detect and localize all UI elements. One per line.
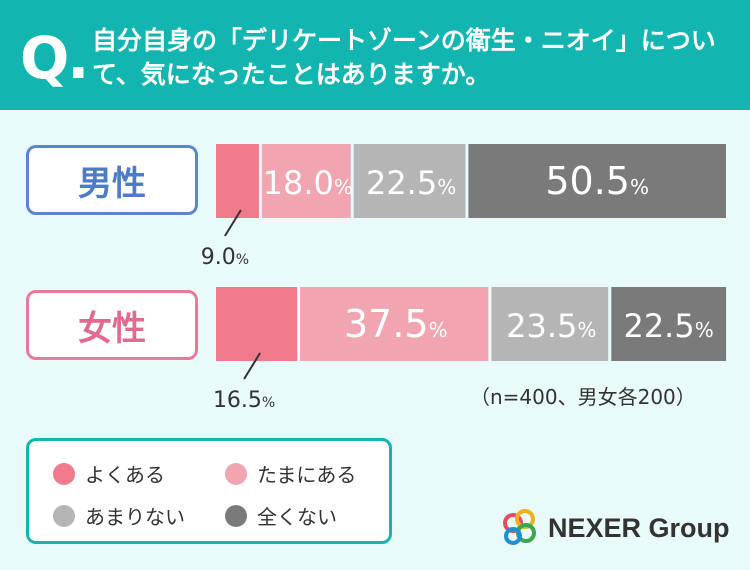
bar-sometimes-1 bbox=[300, 287, 489, 361]
header-banner: Q. 自分自身の「デリケートゾーンの衛生・ニオイ」について、気になったことはあり… bbox=[0, 0, 750, 110]
legend-swatch-often bbox=[53, 462, 75, 485]
data-label-often-1: 16.5% bbox=[213, 388, 275, 413]
legend-swatch-sometimes bbox=[225, 462, 247, 485]
bar-rarely-1 bbox=[491, 287, 609, 361]
brand-name: NEXER Group bbox=[548, 512, 730, 543]
brand-logo: NEXER Group bbox=[500, 508, 730, 548]
stacked-bar-chart: 9.0% 18.0% 22.5% 50.5% 16.5% 37.5% 23.5% 22.5% bbox=[201, 144, 727, 413]
legend: よくある たまにある あまりない 全くない bbox=[26, 438, 392, 544]
data-label-rarely-0: 22.5% bbox=[366, 164, 456, 202]
bar-rarely-0 bbox=[353, 144, 466, 218]
data-label-sometimes-0: 18.0% bbox=[263, 164, 353, 202]
legend-label-never: 全くない bbox=[257, 505, 337, 529]
question-mark-label: Q. bbox=[20, 24, 89, 92]
legend-swatch-never bbox=[225, 504, 247, 527]
legend-item-often: よくある bbox=[53, 459, 165, 488]
legend-item-rarely: あまりない bbox=[53, 501, 185, 530]
category-label-female: 女性 bbox=[26, 290, 198, 360]
data-label-never-1: 22.5% bbox=[623, 307, 713, 345]
bar-often-0 bbox=[216, 144, 259, 218]
question-title: 自分自身の「デリケートゾーンの衛生・ニオイ」について、気になったことはありますか… bbox=[92, 26, 716, 89]
bar-never-0 bbox=[468, 144, 726, 218]
leader-line-often-1 bbox=[243, 352, 261, 380]
leader-line-often-0 bbox=[224, 209, 242, 237]
data-label-never-0: 50.5% bbox=[545, 159, 649, 203]
bar-never-1 bbox=[611, 287, 727, 361]
legend-label-sometimes: たまにある bbox=[257, 463, 357, 487]
brand-rings-icon bbox=[503, 509, 536, 545]
data-label-sometimes-1: 37.5% bbox=[344, 302, 448, 346]
legend-item-never: 全くない bbox=[225, 501, 337, 530]
sample-size-note: （n=400、男女各200） bbox=[470, 385, 696, 409]
legend-label-often: よくある bbox=[85, 463, 165, 487]
data-label-often-0: 9.0% bbox=[201, 245, 249, 270]
legend-label-rarely: あまりない bbox=[85, 505, 185, 529]
bar-often-1 bbox=[216, 287, 298, 361]
data-label-rarely-1: 23.5% bbox=[506, 307, 596, 345]
legend-item-sometimes: たまにある bbox=[225, 459, 356, 488]
category-label-male: 男性 bbox=[26, 145, 198, 215]
legend-swatch-rarely bbox=[53, 504, 75, 527]
bar-sometimes-0 bbox=[261, 144, 351, 218]
